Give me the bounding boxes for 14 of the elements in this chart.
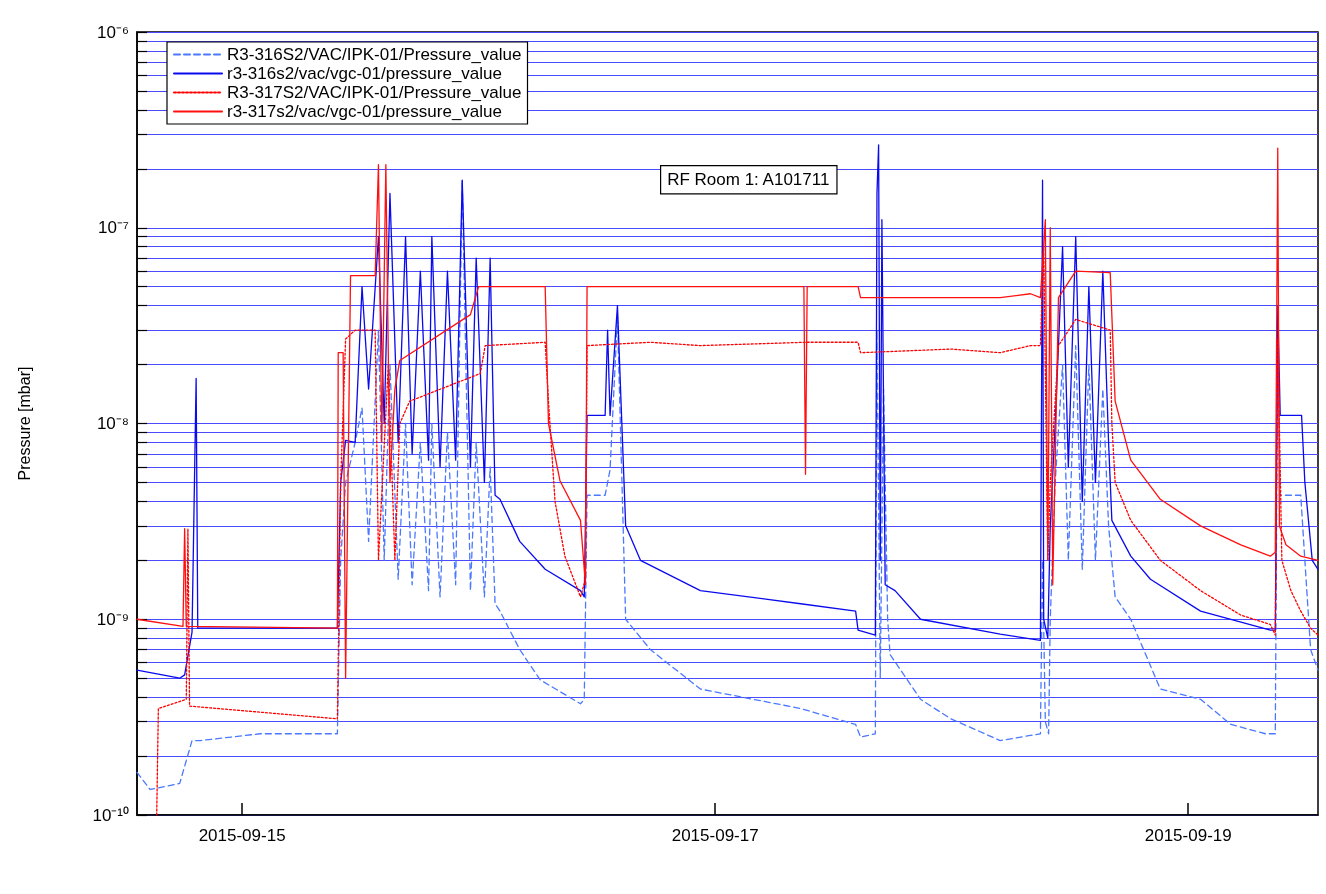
legend-label: r3-317s2/vac/vgc-01/pressure_value bbox=[227, 102, 502, 121]
y-tick-label: 10⁻⁷ bbox=[97, 218, 129, 238]
y-axis-title: Pressure [mbar] bbox=[15, 366, 33, 481]
legend-label: r3-316s2/vac/vgc-01/pressure_value bbox=[227, 64, 502, 83]
y-tick-label: 10⁻¹⁰ bbox=[92, 805, 129, 825]
x-tick-label: 2015-09-17 bbox=[671, 826, 759, 845]
x-tick-label: 2015-09-15 bbox=[198, 826, 286, 845]
y-tick-label: 10⁻⁹ bbox=[96, 609, 129, 629]
y-tick-label: 10⁻⁸ bbox=[96, 414, 129, 433]
annotation: RF Room 1: A101711 bbox=[667, 170, 830, 190]
legend-label: R3-317S2/VAC/IPK-01/Pressure_value bbox=[227, 83, 522, 102]
legend-label: R3-316S2/VAC/IPK-01/Pressure_value bbox=[227, 45, 522, 64]
x-tick-label: 2015-09-19 bbox=[1144, 826, 1232, 845]
y-tick-label: 10⁻⁶ bbox=[97, 22, 129, 42]
